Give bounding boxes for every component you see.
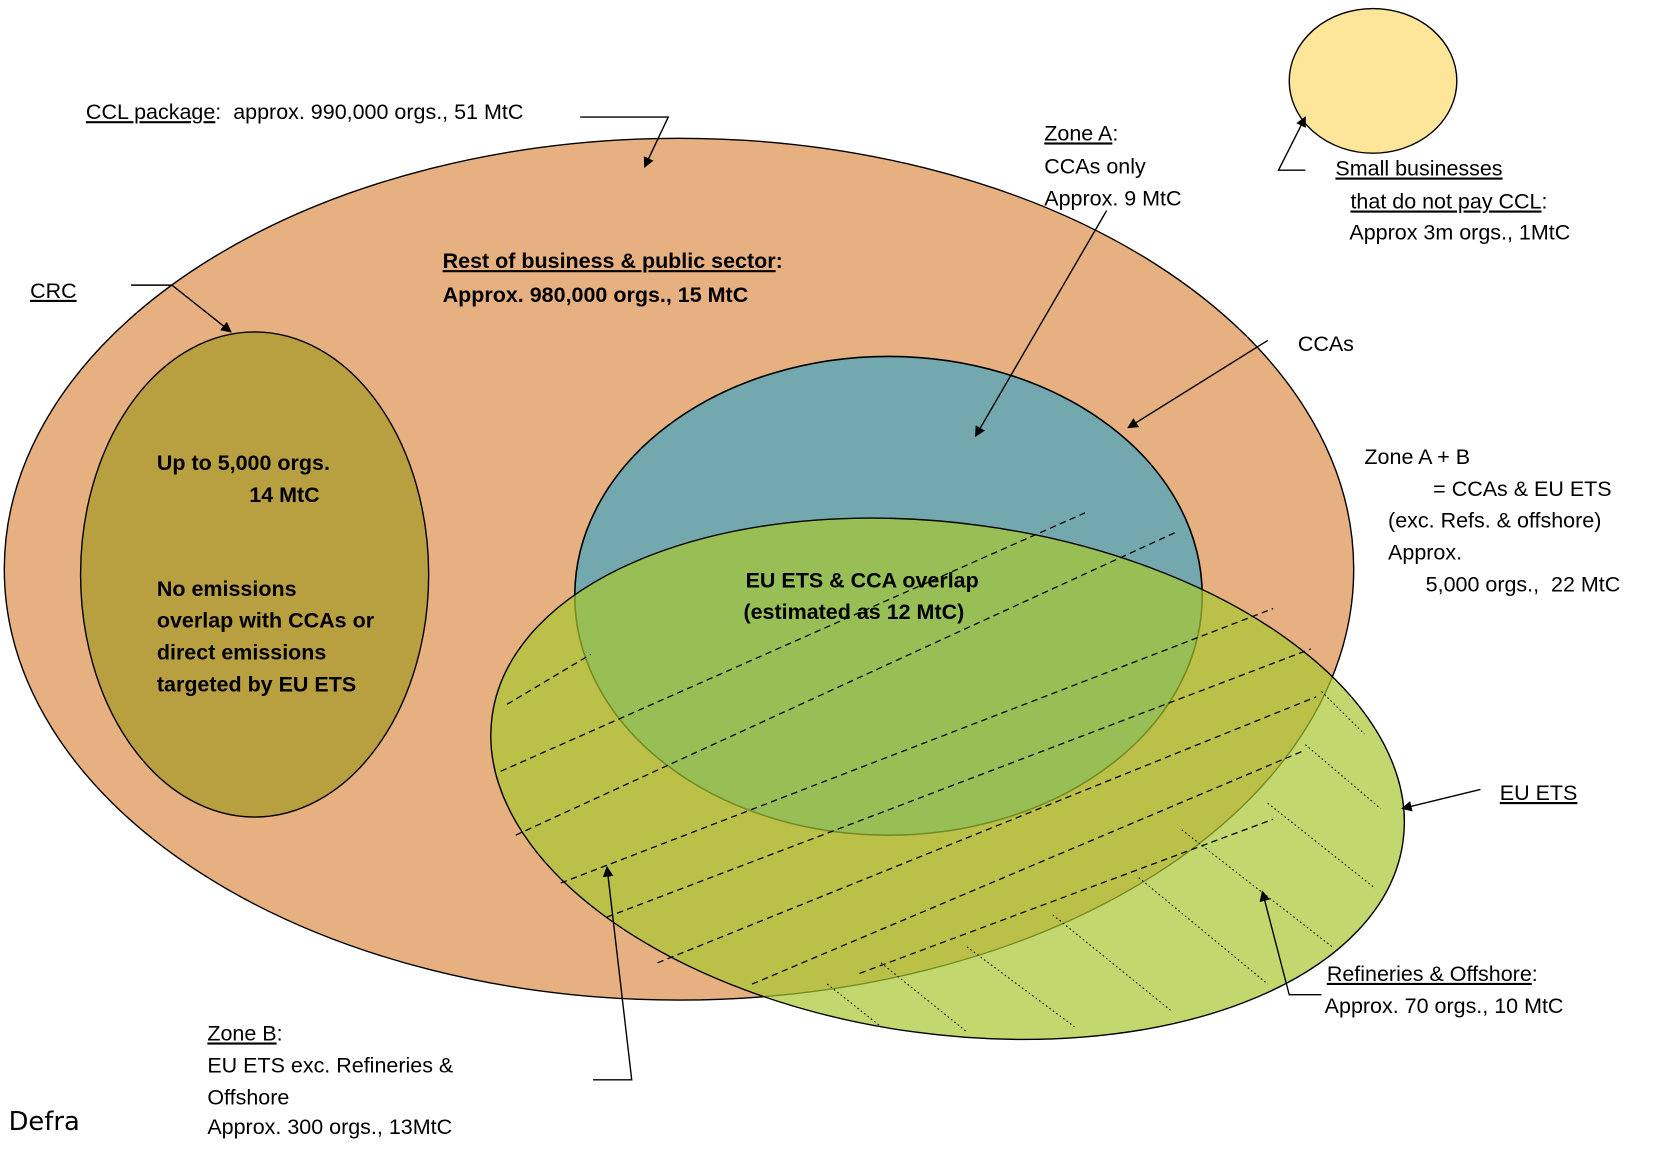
- ccas-label: CCAs: [1298, 332, 1354, 356]
- eu-ets-ellipse: [490, 517, 1406, 1041]
- zone-b-text: EU ETS exc. Refineries &: [207, 1053, 453, 1077]
- zone-a-name: Zone A: [1044, 122, 1113, 146]
- zone-b-label: Zone B:: [207, 1022, 282, 1046]
- crc-text: 14 MtC: [249, 483, 319, 507]
- zone-ab-text: (exc. Refs. & offshore): [1388, 509, 1601, 533]
- crc-label: CRC: [30, 279, 77, 303]
- rest-detail: Approx. 980,000 orgs., 15 MtC: [443, 283, 749, 307]
- hatching: [500, 512, 1381, 1033]
- crc-text: overlap with CCAs or: [157, 609, 374, 633]
- zone-ab-text: Zone A + B: [1364, 445, 1470, 469]
- small-business-detail: Approx 3m orgs., 1MtC: [1349, 220, 1570, 244]
- zone-ab-text: 5,000 orgs., 22 MtC: [1426, 573, 1621, 597]
- refineries-detail: Approx. 70 orgs., 10 MtC: [1325, 994, 1564, 1018]
- small-business-colon: :: [1542, 190, 1548, 214]
- refineries-colon: :: [1532, 962, 1538, 986]
- zone-a-colon: :: [1112, 122, 1118, 146]
- zone-ab-text: = CCAs & EU ETS: [1433, 477, 1611, 501]
- small-business-name: that do not pay CCL: [1350, 190, 1541, 214]
- crc-text: Up to 5,000 orgs.: [157, 451, 330, 475]
- small-business-label: that do not pay CCL:: [1350, 190, 1547, 214]
- zone-a-text: Approx. 9 MtC: [1044, 186, 1181, 210]
- zone-b-colon: :: [277, 1022, 283, 1046]
- rest-colon: :: [776, 249, 783, 273]
- arrows: [131, 116, 1481, 1081]
- ccl-detail: : approx. 990,000 orgs., 51 MtC: [215, 100, 523, 124]
- rest-label: Rest of business & public sector:: [443, 249, 783, 273]
- zone-b-text: Offshore: [207, 1085, 289, 1109]
- zone-b-text: Approx. 300 orgs., 13MtC: [207, 1115, 452, 1139]
- small-business-circle: [1288, 7, 1458, 154]
- overlap-text: EU ETS & CCA overlap: [746, 568, 979, 592]
- crc-text: targeted by EU ETS: [157, 673, 356, 697]
- rest-name: Rest of business & public sector: [443, 249, 776, 273]
- refineries-label: Refineries & Offshore:: [1327, 962, 1538, 986]
- eu-ets-label: EU ETS: [1500, 781, 1578, 805]
- ccl-label: CCL package: approx. 990,000 orgs., 51 M…: [86, 100, 523, 124]
- zone-ab-text: Approx.: [1388, 541, 1462, 565]
- crc-ellipse: [79, 331, 430, 818]
- zone-a-text: CCAs only: [1044, 155, 1146, 179]
- overlap-text: (estimated as 12 MtC): [743, 600, 964, 624]
- crc-text: direct emissions: [157, 641, 327, 665]
- refineries-name: Refineries & Offshore: [1327, 962, 1532, 986]
- ccl-name: CCL package: [86, 100, 215, 124]
- zone-a-label: Zone A:: [1044, 122, 1118, 146]
- zone-b-name: Zone B: [207, 1022, 276, 1046]
- source-label: Defra: [9, 1107, 80, 1137]
- small-business-name: Small businesses: [1335, 157, 1502, 181]
- crc-text: No emissions: [157, 577, 297, 601]
